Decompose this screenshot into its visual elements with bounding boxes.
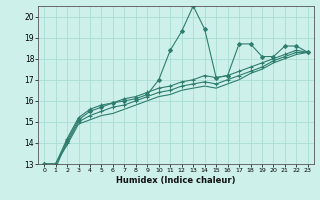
X-axis label: Humidex (Indice chaleur): Humidex (Indice chaleur) xyxy=(116,176,236,185)
